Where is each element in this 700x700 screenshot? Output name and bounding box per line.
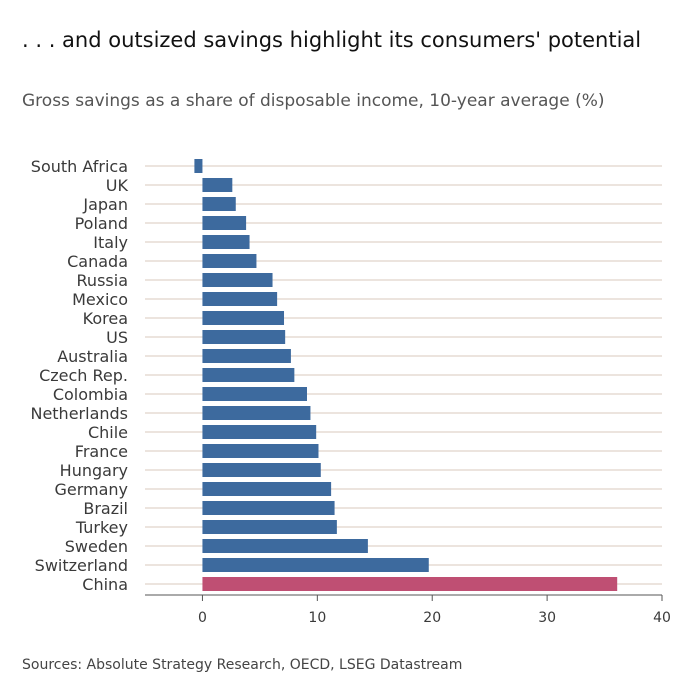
bar-us	[202, 330, 286, 344]
bar-italy	[202, 235, 250, 249]
category-label: Netherlands	[30, 404, 128, 423]
category-label: Canada	[67, 252, 128, 271]
bar-mexico	[202, 292, 278, 306]
category-label: US	[106, 328, 128, 347]
category-label: UK	[106, 176, 129, 195]
x-tick-label: 0	[198, 610, 207, 626]
bar-korea	[202, 311, 285, 325]
bar-sweden	[202, 539, 368, 553]
x-tick-label: 30	[538, 610, 556, 626]
category-label: South Africa	[31, 157, 128, 176]
bar-poland	[202, 216, 247, 230]
bar-australia	[202, 349, 291, 363]
bar-chile	[202, 425, 317, 439]
source-note: Sources: Absolute Strategy Research, OEC…	[22, 657, 463, 673]
category-label: Germany	[54, 480, 128, 499]
category-label: Czech Rep.	[39, 366, 128, 385]
category-label: France	[75, 442, 128, 461]
bar-china	[202, 577, 618, 591]
x-tick-label: 20	[423, 610, 441, 626]
category-label: Italy	[93, 233, 128, 252]
category-label: Hungary	[60, 461, 128, 480]
category-label: Japan	[82, 195, 128, 214]
bar-colombia	[202, 387, 307, 401]
x-tick-label: 10	[308, 610, 326, 626]
bar-south-africa	[194, 159, 203, 173]
bar-russia	[202, 273, 273, 287]
bar-netherlands	[202, 406, 311, 420]
category-label: Australia	[57, 347, 128, 366]
category-label: Sweden	[65, 537, 128, 556]
chart-subtitle: Gross savings as a share of disposable i…	[22, 91, 605, 111]
category-label: Colombia	[53, 385, 128, 404]
category-label: Switzerland	[35, 556, 128, 575]
bar-germany	[202, 482, 332, 496]
category-label: Brazil	[83, 499, 128, 518]
category-label: Chile	[88, 423, 128, 442]
bar-hungary	[202, 463, 321, 477]
category-label: Mexico	[72, 290, 128, 309]
category-labels: South AfricaUKJapanPolandItalyCanadaRuss…	[30, 157, 128, 594]
bar-japan	[202, 197, 236, 211]
x-axis: 0 10 20 30 40	[145, 594, 671, 626]
x-tick-label: 40	[653, 610, 671, 626]
category-label: China	[82, 575, 128, 594]
bar-switzerland	[202, 558, 429, 572]
category-label: Korea	[83, 309, 128, 328]
bar-france	[202, 444, 319, 458]
bar-turkey	[202, 520, 337, 534]
chart-title: . . . and outsized savings highlight its…	[22, 28, 642, 52]
bar-czech-rep	[202, 368, 295, 382]
bars	[194, 159, 618, 591]
bar-uk	[202, 178, 233, 192]
bar-canada	[202, 254, 257, 268]
bar-brazil	[202, 501, 335, 515]
category-label: Turkey	[75, 518, 128, 537]
category-label: Russia	[77, 271, 128, 290]
category-label: Poland	[75, 214, 128, 233]
